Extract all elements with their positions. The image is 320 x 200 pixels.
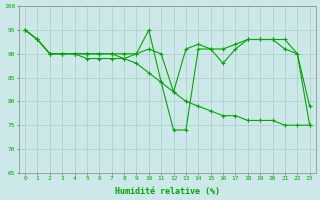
X-axis label: Humidité relative (%): Humidité relative (%) — [115, 187, 220, 196]
